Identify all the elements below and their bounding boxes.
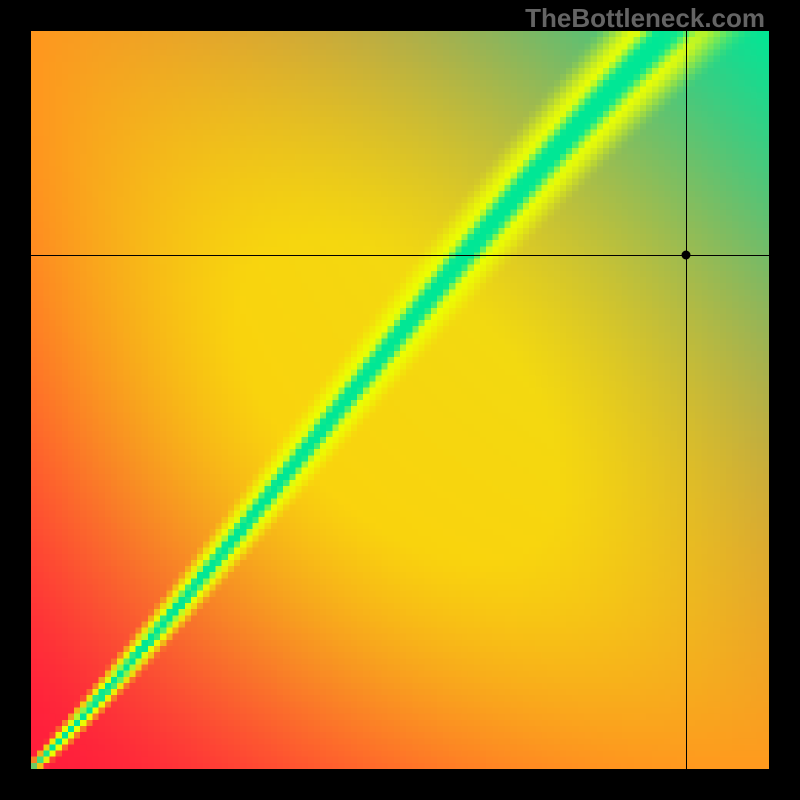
watermark-text: TheBottleneck.com bbox=[525, 3, 765, 34]
heatmap-canvas bbox=[31, 31, 769, 769]
crosshair-vertical bbox=[686, 31, 687, 769]
crosshair-horizontal bbox=[31, 255, 769, 256]
crosshair-marker bbox=[682, 251, 691, 260]
heatmap-plot bbox=[31, 31, 769, 769]
